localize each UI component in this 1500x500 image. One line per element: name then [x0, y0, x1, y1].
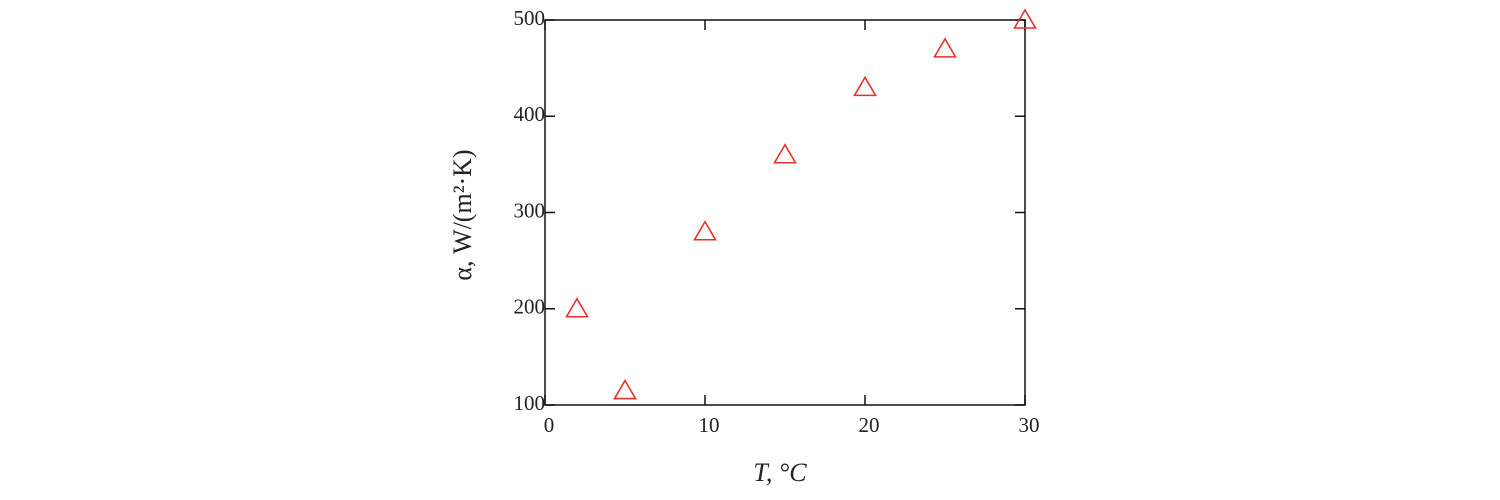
- marker: [853, 75, 877, 97]
- x-tick-label: 30: [1019, 413, 1040, 437]
- marker: [693, 220, 717, 241]
- y-tick-label: 300: [514, 198, 546, 222]
- marker: [1013, 8, 1037, 29]
- x-tick-label: 0: [544, 413, 555, 437]
- marker: [613, 378, 637, 400]
- y-tick-label: 100: [514, 391, 546, 415]
- marker: [933, 37, 957, 58]
- plot-frame: [544, 19, 1026, 406]
- x-axis-title: T, °C: [753, 458, 807, 487]
- y-tick-label: 500: [514, 6, 546, 30]
- x-tick-label: 20: [859, 413, 880, 437]
- marker: [773, 143, 797, 164]
- marker: [565, 297, 589, 318]
- x-tick-label: 10: [699, 413, 720, 437]
- y-axis-title: α, W/(m²·K): [448, 149, 477, 280]
- y-tick-label: 400: [514, 102, 546, 126]
- y-tick-label: 200: [514, 295, 546, 319]
